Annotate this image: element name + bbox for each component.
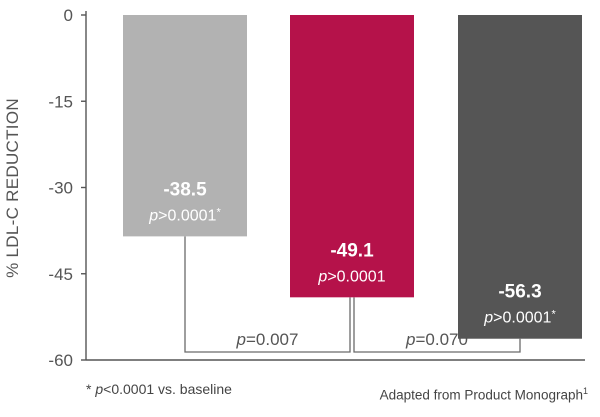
comparison-bracket xyxy=(184,236,351,353)
bar-p-label: p>0.0001* xyxy=(483,309,556,327)
bar-p-label: p>0.0001* xyxy=(148,206,221,224)
comparison-bracket xyxy=(353,297,521,353)
bar-p-italic: p xyxy=(483,310,493,327)
comparison-p-label: p=0.070 xyxy=(405,330,468,349)
bar-1 xyxy=(123,15,247,237)
comparison-p-italic: p xyxy=(405,330,415,349)
y-tick-label: -30 xyxy=(48,179,73,198)
source-superscript: 1 xyxy=(582,386,588,396)
comparison-p-value: =0.007 xyxy=(246,330,298,349)
y-tick-label: 0 xyxy=(64,6,73,25)
bar-p-star: * xyxy=(216,206,221,218)
bar-p-value: >0.0001 xyxy=(493,310,551,327)
bar-p-value: >0.0001 xyxy=(158,207,216,224)
y-tick-label: -15 xyxy=(48,92,73,111)
bar-value-label: -56.3 xyxy=(498,282,541,303)
y-tick-label: -45 xyxy=(48,265,73,284)
bar-p-label: p>0.0001 xyxy=(317,268,385,285)
y-axis-title: % LDL-C REDUCTION xyxy=(3,98,22,278)
bar-2 xyxy=(290,15,414,298)
source-text: Adapted from Product Monograph xyxy=(379,387,583,403)
y-tick-label: -60 xyxy=(48,351,73,370)
source-citation: Adapted from Product Monograph1 xyxy=(380,386,588,403)
footnote: * p<0.0001 vs. baseline xyxy=(86,381,232,397)
footnote-text: <0.0001 vs. baseline xyxy=(103,381,232,397)
footnote-star: * xyxy=(86,381,96,397)
comparison-p-label: p=0.007 xyxy=(236,330,299,349)
bar-3 xyxy=(458,15,582,339)
bar-value-label: -38.5 xyxy=(163,179,207,200)
bar-p-value: >0.0001 xyxy=(327,268,385,285)
bar-p-italic: p xyxy=(148,207,158,224)
comparison-p-value: =0.070 xyxy=(415,330,467,349)
footnote-p: p xyxy=(95,381,104,397)
comparison-p-italic: p xyxy=(236,330,246,349)
bar-p-star: * xyxy=(551,309,556,321)
bar-p-italic: p xyxy=(317,268,327,285)
bar-value-label: -49.1 xyxy=(330,240,374,261)
